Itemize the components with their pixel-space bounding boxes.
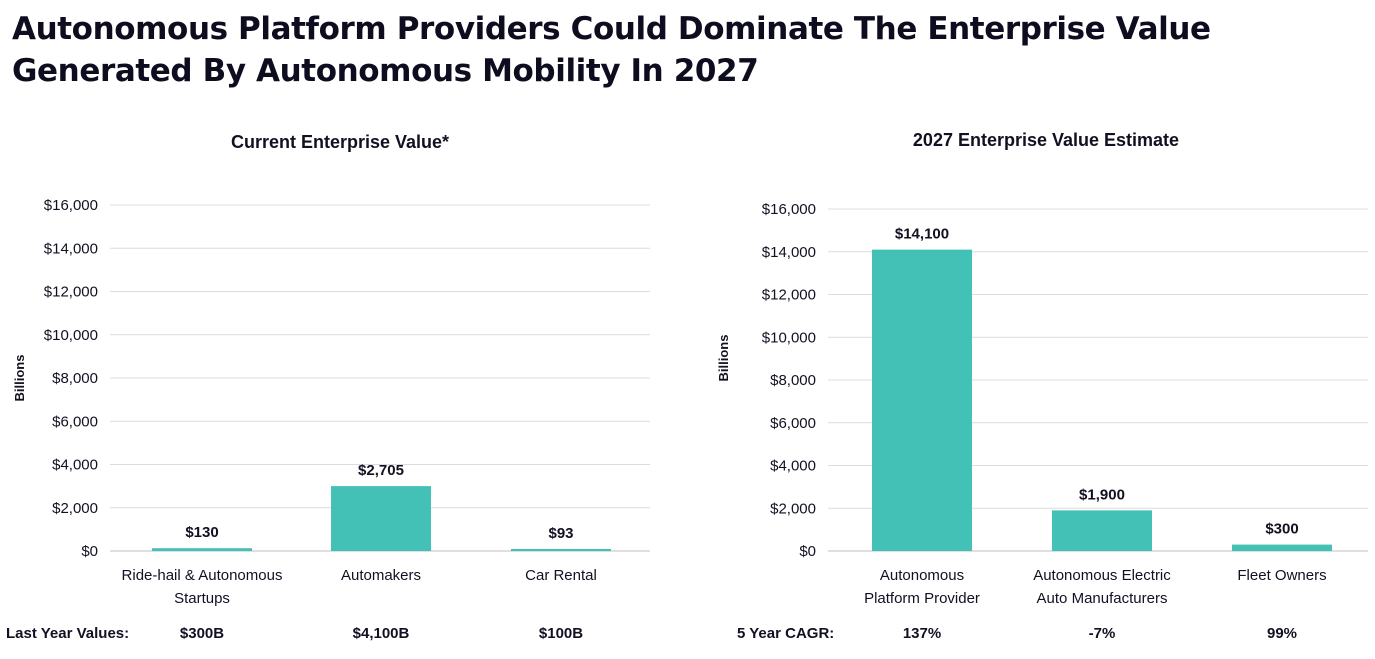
- data-label: $2,705: [358, 462, 404, 479]
- y-axis-label: Billions: [716, 335, 731, 382]
- x-tick-label: Fleet Owners: [1237, 567, 1326, 584]
- data-label: $1,900: [1079, 486, 1125, 503]
- y-tick-label: $8,000: [770, 372, 816, 389]
- x-tick-label: Autonomous: [880, 567, 964, 584]
- footer-value: -7%: [1089, 625, 1116, 642]
- data-label: $14,100: [895, 226, 949, 243]
- data-label: $130: [185, 524, 218, 541]
- footer-value: 99%: [1267, 625, 1297, 642]
- x-tick-label: Car Rental: [525, 567, 597, 584]
- bar: [152, 548, 252, 551]
- y-tick-label: $4,000: [770, 458, 816, 475]
- page-title: Autonomous Platform Providers Could Domi…: [12, 11, 1211, 89]
- y-tick-label: $10,000: [762, 329, 816, 346]
- chart-current-enterprise-value: Current Enterprise Value* Billions $0 $2,00…: [6, 132, 650, 642]
- y-tick-label: $0: [799, 543, 816, 560]
- y-tick-label: $8,000: [52, 370, 98, 387]
- y-tick-label: $12,000: [762, 287, 816, 304]
- x-tick-label: Autonomous Electric: [1033, 567, 1171, 584]
- bar: [511, 548, 611, 551]
- y-tick-label: $6,000: [52, 413, 98, 430]
- y-tick-label: $2,000: [52, 500, 98, 517]
- y-tick-label: $6,000: [770, 415, 816, 432]
- y-tick-label: $12,000: [44, 284, 98, 301]
- bar: [331, 486, 431, 551]
- y-tick-label: $10,000: [44, 327, 98, 344]
- y-tick-label: $16,000: [762, 201, 816, 218]
- y-tick-label: $16,000: [44, 197, 98, 214]
- x-tick-label: Startups: [174, 590, 230, 607]
- bar: [1232, 544, 1332, 551]
- chart-title: Current Enterprise Value*: [231, 132, 449, 152]
- footer-value: $100B: [539, 625, 583, 642]
- y-tick-label: $14,000: [44, 240, 98, 257]
- y-tick-label: $0: [81, 543, 98, 560]
- footer-value: $4,100B: [353, 625, 410, 642]
- y-tick-label: $14,000: [762, 244, 816, 261]
- x-tick-label: Ride-hail & Autonomous: [122, 567, 283, 584]
- data-label: $300: [1265, 521, 1298, 538]
- bar: [1052, 510, 1152, 551]
- x-tick-label: Auto Manufacturers: [1037, 590, 1168, 607]
- x-tick-label: Automakers: [341, 567, 421, 584]
- x-tick-label: Platform Provider: [864, 590, 980, 607]
- bar: [872, 249, 972, 552]
- footer-value: $300B: [180, 625, 224, 642]
- y-tick-label: $2,000: [770, 500, 816, 517]
- data-label: $93: [548, 525, 573, 542]
- chart-title: 2027 Enterprise Value Estimate: [913, 130, 1179, 150]
- y-axis-label: Billions: [12, 355, 27, 402]
- y-tick-label: $4,000: [52, 457, 98, 474]
- footer-label: Last Year Values:: [6, 625, 129, 642]
- footer-label: 5 Year CAGR:: [737, 625, 834, 642]
- footer-value: 137%: [903, 625, 941, 642]
